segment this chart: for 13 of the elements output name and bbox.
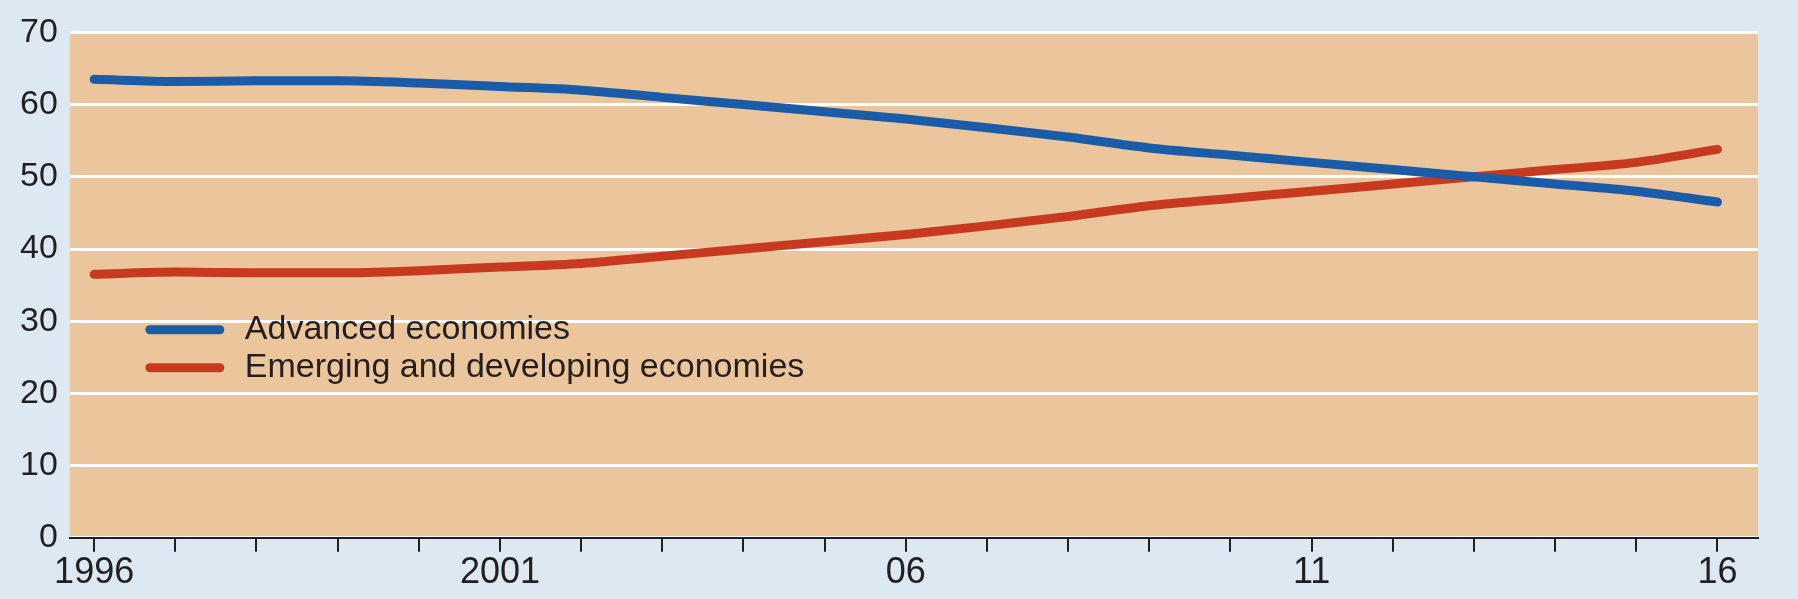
legend-label: Emerging and developing economies [244, 346, 805, 385]
y-tick-label: 10 [19, 443, 58, 482]
y-tick-label: 20 [19, 371, 58, 410]
y-tick-label: 60 [19, 82, 58, 121]
x-tick-label: 06 [885, 550, 926, 592]
y-tick-label: 40 [19, 227, 58, 266]
legend-label: Advanced economies [244, 308, 570, 347]
x-tick-label: 11 [1292, 550, 1331, 592]
y-tick-label: 70 [19, 10, 58, 49]
x-tick-label: 2001 [459, 550, 541, 592]
y-tick-label: 30 [19, 299, 58, 338]
x-tick-label: 16 [1697, 550, 1738, 592]
y-tick-label: 50 [19, 155, 58, 194]
